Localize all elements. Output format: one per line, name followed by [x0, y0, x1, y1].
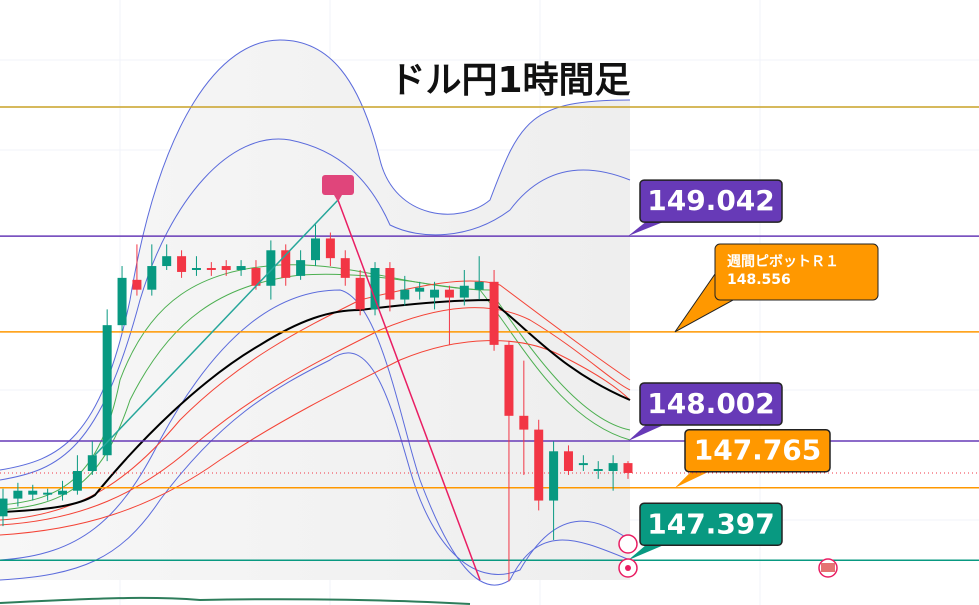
- label-box: [714, 243, 879, 301]
- candle-body: [593, 469, 603, 471]
- candle-body: [459, 285, 469, 298]
- candle-body: [102, 325, 112, 456]
- candle-body: [623, 463, 633, 473]
- candle-body: [430, 289, 440, 298]
- candle-body: [311, 238, 320, 261]
- label-pointer: [628, 423, 668, 442]
- candle-body: [236, 266, 246, 270]
- candles: [0, 224, 633, 582]
- level-label: 147.397: [647, 507, 775, 540]
- level-label: 148.002: [647, 387, 775, 420]
- label-box: [639, 382, 783, 426]
- signal: [94, 175, 481, 581]
- candle-body: [400, 289, 410, 300]
- candle-body: [370, 268, 380, 310]
- candle-body: [325, 238, 335, 259]
- candle-body: [296, 260, 306, 276]
- candle-body: [444, 289, 454, 298]
- candle-body: [43, 492, 53, 495]
- candle-body: [58, 490, 68, 495]
- candle-body: [87, 455, 97, 471]
- candle-body: [385, 268, 395, 300]
- candle-body: [519, 415, 529, 430]
- candle-body: [415, 287, 425, 292]
- candle-body: [474, 281, 484, 290]
- candle-body: [266, 250, 276, 286]
- levels: 149.042 週間ピボットＲ１ 148.556 148.002 147.765 147.…: [0, 106, 979, 562]
- candle-body: [0, 498, 8, 517]
- candle-body: [72, 470, 82, 491]
- pivot-value: 148.556: [727, 272, 791, 288]
- candle-body: [13, 490, 23, 499]
- candle-body: [147, 266, 157, 290]
- chart-title: ドル円1時間足: [389, 60, 630, 101]
- level-label: 147.765: [694, 434, 822, 467]
- candle-body: [534, 429, 544, 501]
- candle-body: [489, 281, 499, 345]
- pivot-label: 週間ピボットＲ１: [727, 254, 839, 270]
- label-pointer: [628, 543, 668, 561]
- candle-body: [117, 277, 127, 326]
- label-pointer: [628, 220, 668, 237]
- candle-body: [355, 277, 365, 310]
- candle-body: [340, 258, 350, 278]
- candle-body: [191, 268, 201, 270]
- candle-body: [28, 490, 38, 495]
- level-label: 149.042: [647, 184, 775, 217]
- sub-indicator: [0, 596, 471, 605]
- label-pointer: [675, 469, 713, 488]
- candle-body: [162, 256, 172, 267]
- candle-body: [206, 268, 216, 270]
- candle-body: [563, 451, 573, 471]
- candle-body: [132, 279, 142, 290]
- candle-body: [177, 256, 187, 272]
- candle-body: [578, 463, 588, 466]
- candle-body: [281, 250, 291, 278]
- candle-body: [504, 344, 514, 416]
- candle-body: [221, 266, 231, 270]
- candle-body: [608, 463, 618, 471]
- label-box: [639, 179, 783, 223]
- candle-body: [549, 451, 559, 501]
- candle-body: [251, 268, 261, 286]
- event-icons: [618, 534, 838, 578]
- label-box: [639, 502, 783, 547]
- label-box: [684, 428, 831, 473]
